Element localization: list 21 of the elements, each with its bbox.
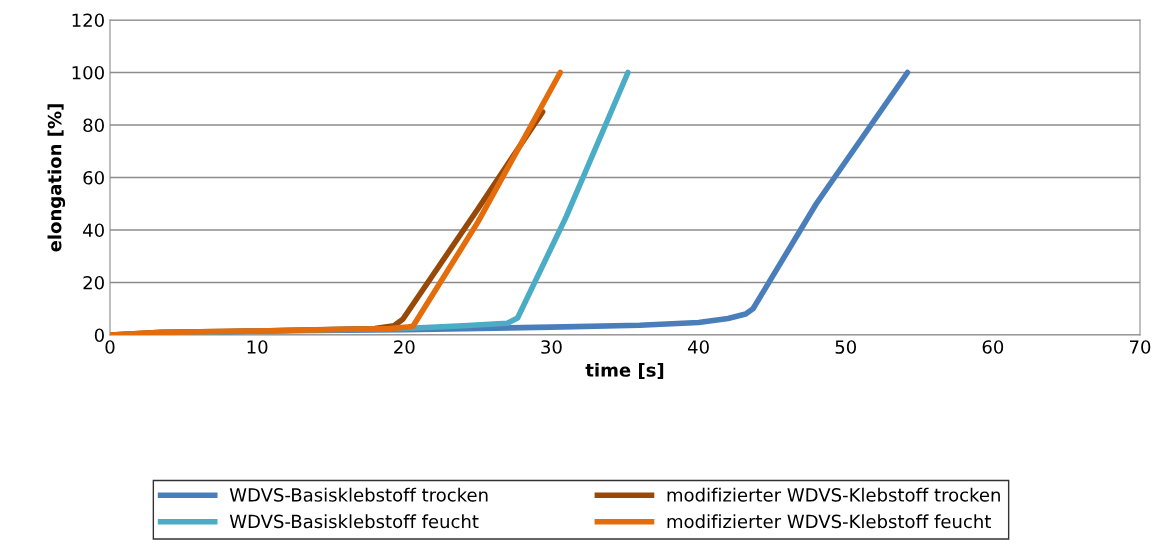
y-tick-label: 20 — [83, 275, 104, 290]
x-axis-title: time [s] — [585, 362, 664, 379]
x-tick-label: 10 — [247, 340, 268, 354]
y-tick-label: 120 — [72, 13, 104, 28]
y-tick-label: 0 — [94, 328, 104, 343]
x-tick-label: 0 — [105, 340, 115, 354]
x-tick-label: 40 — [687, 340, 709, 354]
legend-label: modifizierter WDVS-Klebstoff feucht — [667, 514, 991, 529]
y-axis-title: elongation [%] — [47, 104, 66, 252]
y-tick-label: 40 — [83, 223, 104, 238]
legend-label: WDVS-Basisklebstoff feucht — [229, 514, 479, 529]
legend-label: modifizierter WDVS-Klebstoff trocken — [667, 487, 1000, 502]
x-tick-label: 30 — [541, 340, 562, 354]
x-tick-label: 60 — [982, 340, 1004, 354]
y-tick-label: 100 — [72, 65, 104, 80]
x-tick-label: 20 — [394, 340, 415, 354]
legend-label: WDVS-Basisklebstoff trocken — [229, 487, 488, 502]
y-tick-label: 80 — [83, 118, 104, 133]
x-tick-label: 70 — [1129, 340, 1151, 354]
x-tick-label: 50 — [835, 340, 856, 354]
y-tick-label: 60 — [83, 170, 104, 185]
